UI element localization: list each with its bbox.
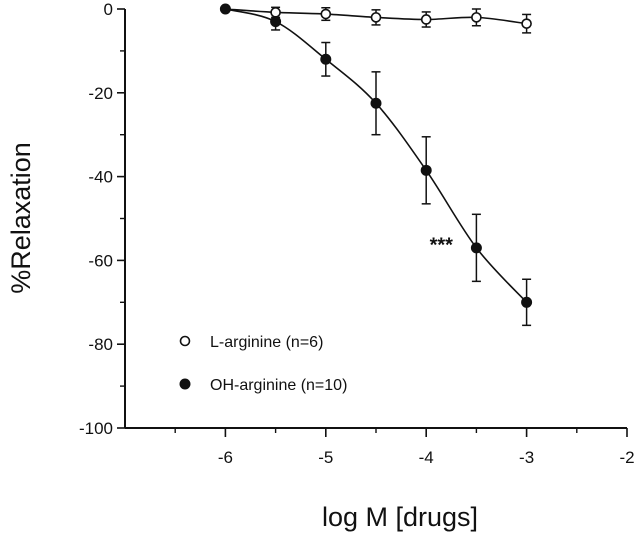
y-tick-label: -60 <box>88 251 113 270</box>
data-points <box>219 3 533 308</box>
data-point-series-0 <box>420 14 432 25</box>
y-tick-label: 0 <box>104 0 113 19</box>
data-point-series-0 <box>370 12 382 23</box>
x-tick-label: -4 <box>419 448 434 467</box>
x-tick-label: -3 <box>519 448 534 467</box>
data-point-series-0 <box>471 12 482 23</box>
error-bars <box>271 6 532 327</box>
x-tick-label: -2 <box>619 448 634 467</box>
series-curve-1 <box>225 8 528 303</box>
legend: L-arginine (n=6) OH-arginine (n=10) <box>179 334 347 394</box>
data-point-series-0 <box>320 8 332 20</box>
legend-label-oh-arginine: OH-arginine (n=10) <box>210 377 347 394</box>
data-point-series-1 <box>219 3 231 15</box>
x-axis-title: log M [drugs] <box>322 502 478 532</box>
legend-marker-l-arginine <box>179 335 191 347</box>
ticks <box>117 8 628 437</box>
y-tick-label: -80 <box>88 335 113 354</box>
legend-marker-oh-arginine <box>179 378 191 390</box>
data-point-series-1 <box>521 296 533 308</box>
legend-label-l-arginine: L-arginine (n=6) <box>210 334 323 351</box>
tick-labels: -6 -5 -4 -3 -20-20-40-60-80-100 <box>79 0 635 467</box>
data-point-series-1 <box>270 16 282 28</box>
data-point-series-0 <box>270 7 281 18</box>
data-point-series-1 <box>320 53 332 65</box>
y-axis-title: %Relaxation <box>6 142 36 294</box>
x-tick-label: -5 <box>318 448 333 467</box>
x-tick-label: -6 <box>218 448 233 467</box>
significance-annotation: *** <box>430 235 454 257</box>
y-tick-label: -20 <box>88 84 113 103</box>
data-point-series-1 <box>370 97 382 109</box>
data-point-series-0 <box>521 18 532 29</box>
y-tick-label: -40 <box>88 168 113 187</box>
y-tick-label: -100 <box>79 419 113 438</box>
data-point-series-1 <box>470 242 482 254</box>
fitted-curves <box>225 8 528 303</box>
data-point-series-1 <box>420 164 432 176</box>
